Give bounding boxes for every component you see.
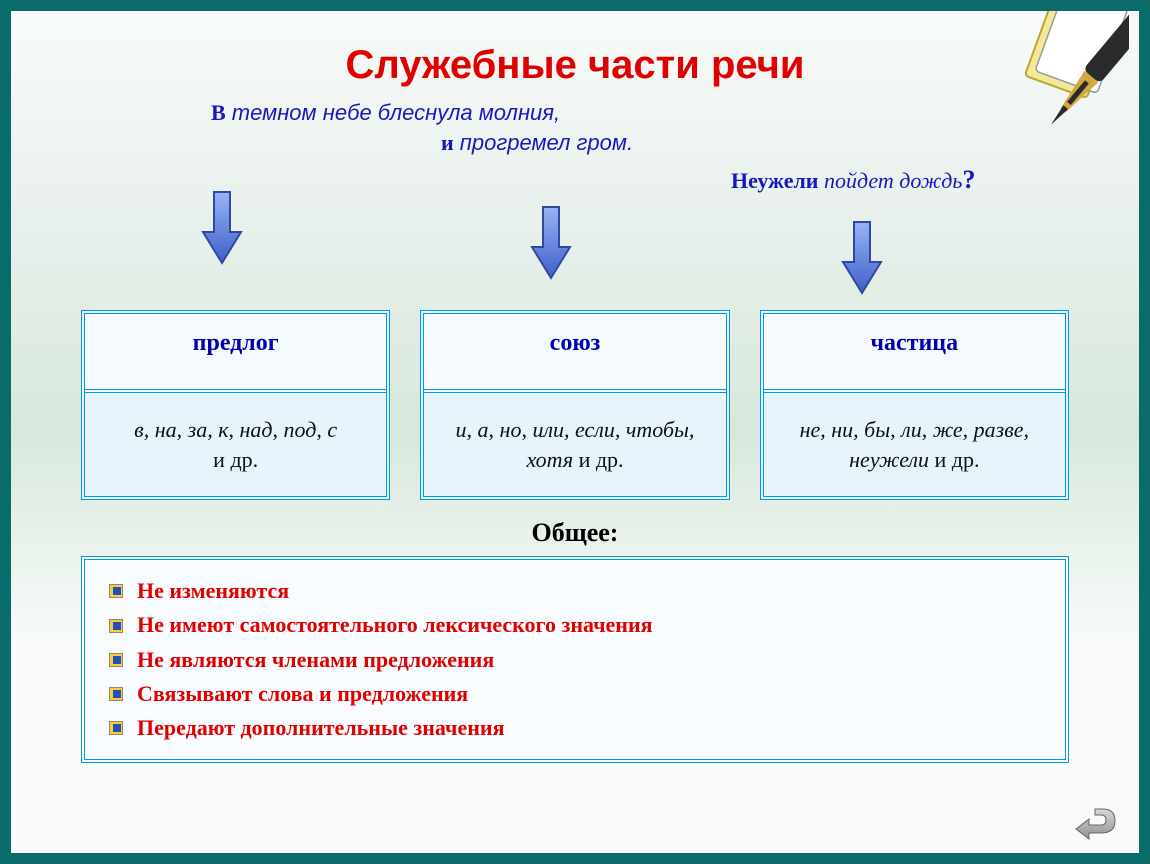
column-soyuz: союз и, а, но, или, если, чтобы, хотя и … — [420, 310, 729, 500]
sentence-1-keyword: В — [211, 100, 226, 125]
column-chastica: частица не, ни, бы, ли, же, разве, неуже… — [760, 310, 1069, 500]
column-body-tail: и др. — [579, 447, 624, 472]
bullet-text: Не являются членами предложения — [137, 643, 494, 677]
sentence-2-rest: прогремел гром. — [454, 130, 633, 155]
column-body: не, ни, бы, ли, же, разве, неужели и др. — [764, 393, 1065, 496]
columns: предлог в, на, за, к, над, под, с и др. … — [11, 310, 1139, 500]
sentence-3-rest: пойдет дождь — [818, 168, 962, 193]
column-body-italic: и, а, но, или, если, чтобы, хотя — [456, 417, 695, 472]
column-body-tail: и др. — [935, 447, 980, 472]
arrow-down-icon — [841, 220, 883, 295]
sentence-3: Неужели пойдет дождь? — [731, 165, 975, 195]
common-title: Общее: — [11, 518, 1139, 548]
bullet-text: Передают дополнительные значения — [137, 711, 504, 745]
bullet-icon — [109, 687, 123, 701]
column-predlog: предлог в, на, за, к, над, под, с и др. — [81, 310, 390, 500]
bullet-item: Не изменяются — [109, 574, 1041, 608]
common-box: Не изменяются Не имеют самостоятельного … — [81, 556, 1069, 762]
example-sentences: В темном небе блеснула молния, и прогрем… — [11, 100, 1139, 180]
sentence-2-keyword: и — [441, 130, 454, 155]
bullet-text: Не изменяются — [137, 574, 289, 608]
bullet-icon — [109, 721, 123, 735]
bullet-item: Не являются членами предложения — [109, 643, 1041, 677]
column-header: частица — [764, 314, 1065, 393]
column-body: и, а, но, или, если, чтобы, хотя и др. — [424, 393, 725, 496]
bullet-icon — [109, 584, 123, 598]
column-body-tail: и др. — [213, 447, 258, 472]
column-body-italic: не, ни, бы, ли, же, разве, неужели — [800, 417, 1030, 472]
arrows-row — [11, 220, 1139, 310]
sentence-3-keyword: Неужели — [731, 168, 818, 193]
back-button[interactable] — [1073, 803, 1117, 841]
arrow-down-icon — [530, 205, 572, 280]
page-title: Служебные части речи — [11, 11, 1139, 100]
slide: Служебные части речи В темном небе блесн… — [8, 8, 1142, 856]
arrow-down-icon — [201, 190, 243, 265]
column-body-italic: в, на, за, к, над, под, с — [134, 417, 337, 442]
column-header: союз — [424, 314, 725, 393]
bullet-icon — [109, 653, 123, 667]
column-header: предлог — [85, 314, 386, 393]
sentence-1: В темном небе блеснула молния, — [211, 100, 560, 126]
bullet-item: Передают дополнительные значения — [109, 711, 1041, 745]
bullet-text: Связывают слова и предложения — [137, 677, 468, 711]
column-body: в, на, за, к, над, под, с и др. — [85, 393, 386, 496]
bullet-item: Связывают слова и предложения — [109, 677, 1041, 711]
bullet-icon — [109, 619, 123, 633]
sentence-1-rest: темном небе блеснула молния, — [226, 100, 560, 125]
bullet-item: Не имеют самостоятельного лексического з… — [109, 608, 1041, 642]
sentence-2: и прогремел гром. — [441, 130, 633, 156]
bullet-text: Не имеют самостоятельного лексического з… — [137, 608, 653, 642]
sentence-3-q: ? — [962, 165, 975, 194]
